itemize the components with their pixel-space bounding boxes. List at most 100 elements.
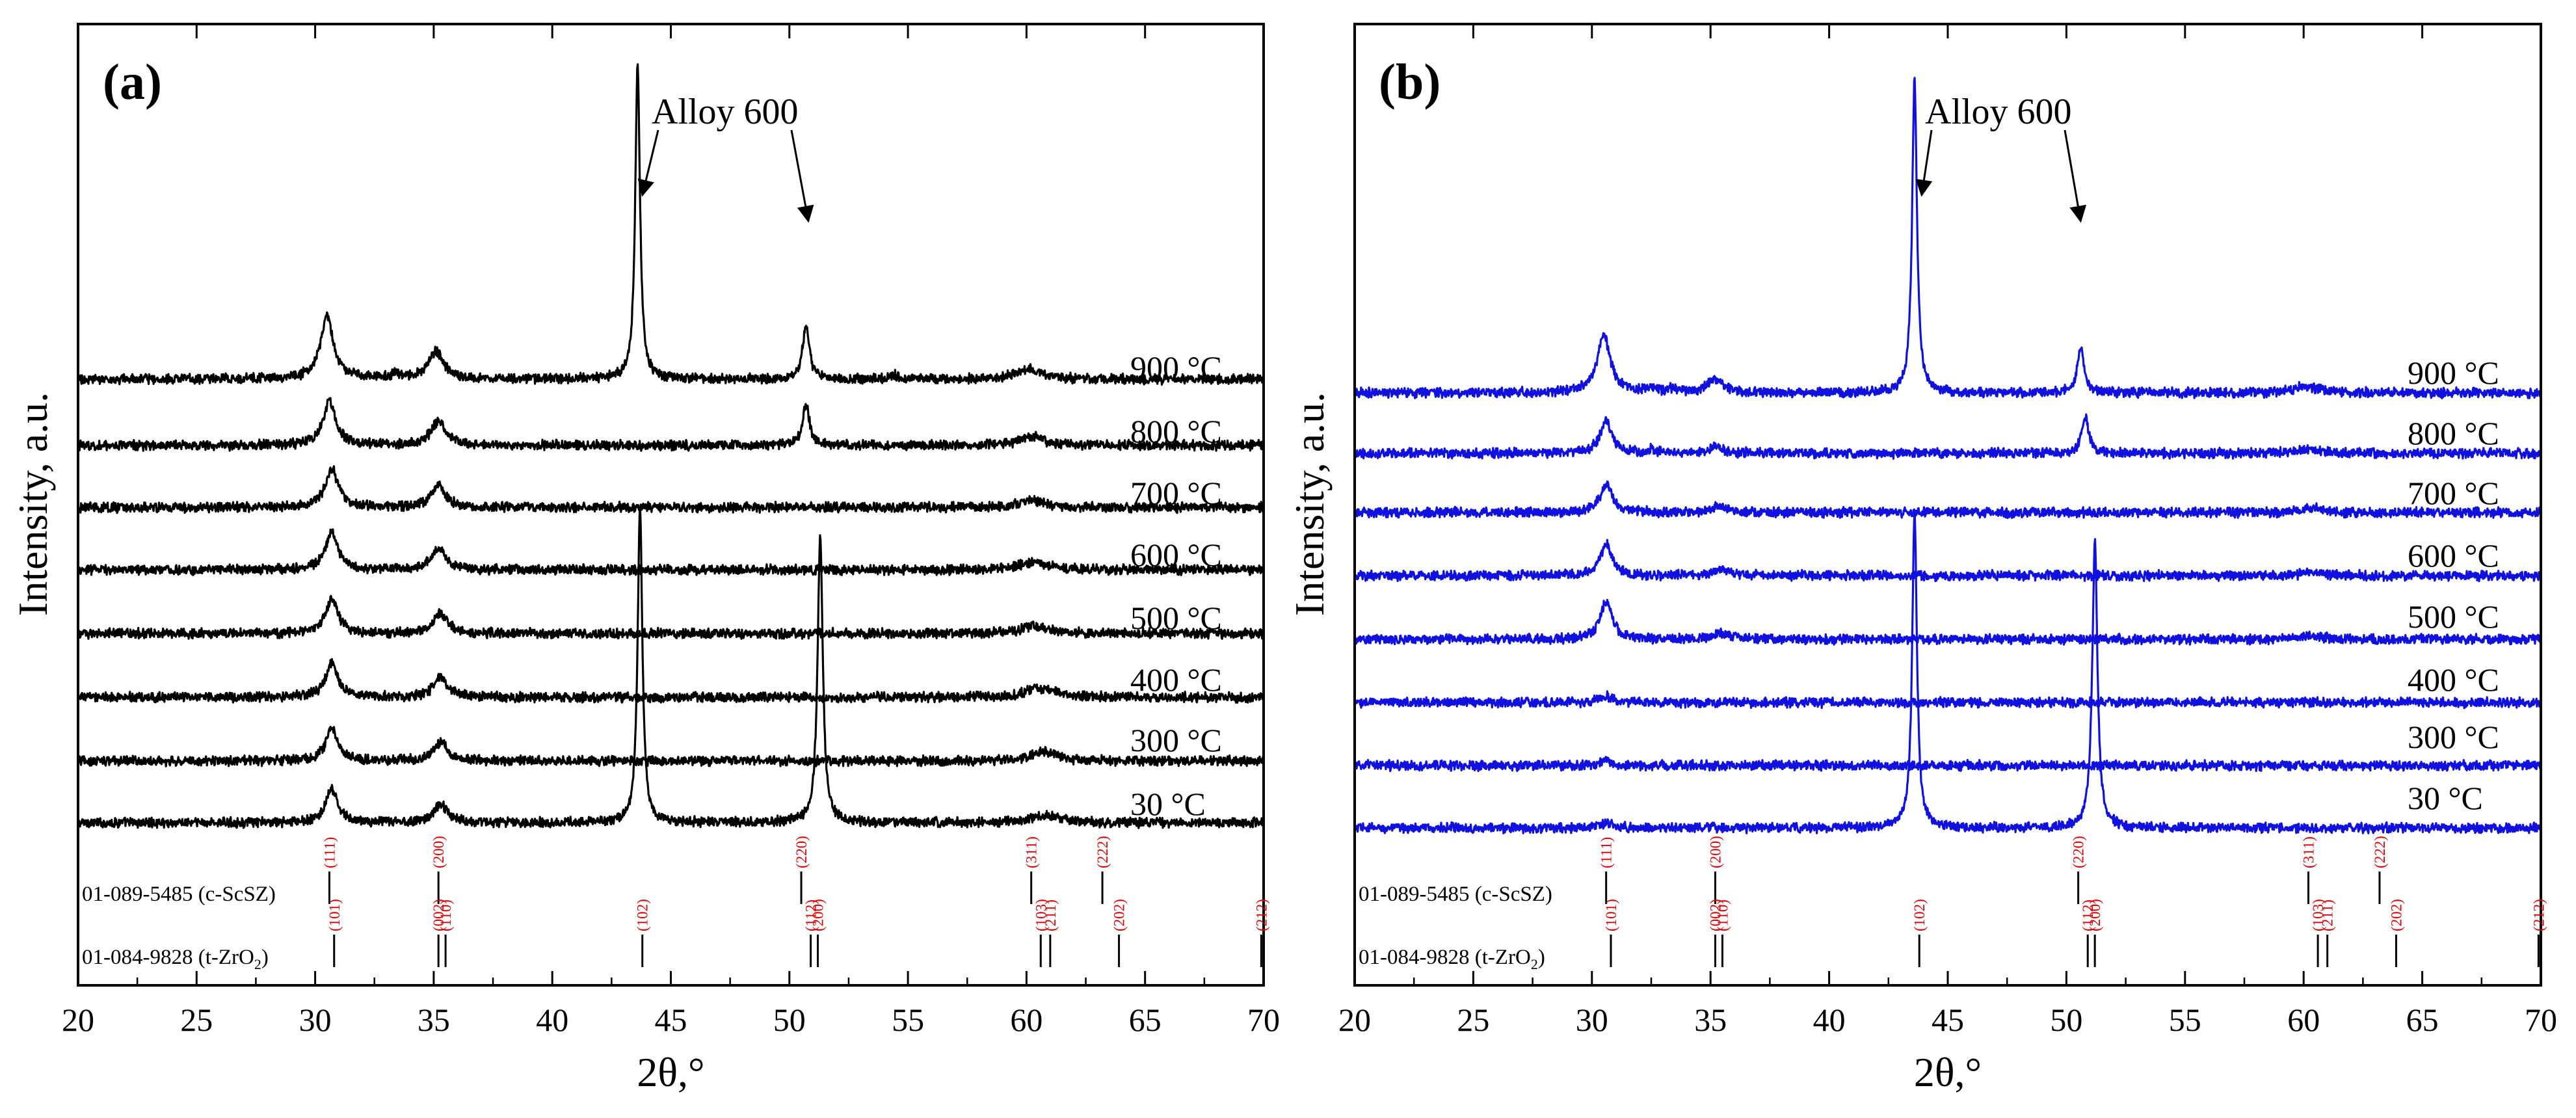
series-label: 700 °C (2408, 475, 2499, 511)
reference-name: 01-089-5485 (c-ScSZ) (82, 883, 276, 906)
series-line-400C (78, 658, 1264, 704)
x-tick-label: 20 (1338, 1002, 1371, 1038)
series-label: 30 °C (1130, 786, 1206, 822)
hkl-label: (202) (2388, 899, 2404, 931)
series-line-600C (1355, 539, 2541, 583)
hkl-label: (103) (2310, 899, 2326, 931)
series-line-800C (1355, 413, 2541, 460)
hkl-label: (002) (431, 899, 447, 931)
hkl-label: (211) (2320, 899, 2336, 931)
panel-b: 30 °C 300 °C 400 °C 500 °C 600 °C 700 °C 800 °… (1286, 23, 2557, 1095)
hkl-label: (211) (1042, 899, 1059, 931)
x-tick-label: 70 (2525, 1002, 2557, 1038)
hkl-label: (311) (1024, 836, 1040, 868)
series-label: 600 °C (1130, 537, 1222, 573)
hkl-label: (110) (1714, 899, 1731, 931)
x-tick-label: 70 (1247, 1002, 1280, 1038)
hkl-label: (212) (2530, 899, 2547, 931)
panel-tag: (a) (103, 53, 162, 110)
x-tick-label: 50 (773, 1002, 806, 1038)
reference-name: 01-084-9828 (t-ZrO2) (82, 946, 269, 972)
series-label: 800 °C (1130, 413, 1222, 449)
x-axis-title: 2θ,° (637, 1049, 704, 1095)
hkl-label: (200) (1707, 836, 1723, 868)
x-tick-label: 20 (62, 1002, 94, 1038)
hkl-label: (200) (431, 836, 447, 868)
series-line-500C (1355, 598, 2541, 646)
x-tick-label: 55 (2169, 1002, 2201, 1038)
x-tick-label: 65 (2406, 1002, 2439, 1038)
hkl-label: (102) (1911, 899, 1928, 931)
x-tick-label: 30 (299, 1002, 332, 1038)
x-tick-label: 45 (655, 1002, 687, 1038)
hkl-label: (212) (1253, 899, 1269, 931)
series-line-400C (1355, 690, 2541, 710)
x-tick-label: 60 (1010, 1002, 1042, 1038)
hkl-label: (111) (1599, 837, 1615, 868)
hkl-label: (202) (1111, 899, 1128, 931)
series-line-900C (1355, 77, 2541, 399)
series-line-900C (78, 63, 1264, 386)
series-line-700C (78, 465, 1264, 514)
x-tick-label: 40 (1813, 1002, 1846, 1038)
x-tick-label: 55 (892, 1002, 924, 1038)
ref-name-suffix: ) (1538, 946, 1545, 969)
x-tick-label: 50 (2050, 1002, 2082, 1038)
series-label: 900 °C (1130, 349, 1222, 386)
hkl-label: (220) (2071, 836, 2087, 868)
series-line-300C (1355, 756, 2541, 773)
traces (1355, 77, 2541, 834)
hkl-label: (200) (2087, 899, 2103, 931)
x-tick-label: 40 (536, 1002, 568, 1038)
ref-name-prefix: 01-084-9828 (t-ZrO (1359, 946, 1531, 969)
hkl-label: (222) (1095, 836, 1111, 868)
hkl-label: (101) (1603, 899, 1619, 931)
series-label: 300 °C (2408, 719, 2499, 755)
series-label: 30 °C (2408, 780, 2483, 816)
x-tick-label: 25 (1457, 1002, 1489, 1038)
x-tick-label: 30 (1576, 1002, 1608, 1038)
reference-name: 01-084-9828 (t-ZrO2) (1359, 946, 1545, 972)
plot-frame (1353, 23, 2542, 987)
hkl-label: (110) (438, 899, 454, 931)
series-label: 400 °C (2408, 661, 2499, 698)
alloy-arrow (637, 129, 659, 197)
alloy-arrow (790, 129, 814, 223)
alloy-annotation: Alloy 600 (652, 92, 799, 132)
alloy-annotation: Alloy 600 (1925, 92, 2072, 132)
panel-a: 30 °C 300 °C 400 °C 500 °C 600 °C 700 °C 800 °… (10, 23, 1280, 1095)
series-line-30C (1355, 509, 2541, 834)
series-label: 500 °C (1130, 600, 1222, 636)
series-line-30C (78, 509, 1264, 829)
series-line-700C (1355, 480, 2541, 520)
reference-name: 01-089-5485 (c-ScSZ) (1359, 883, 1552, 906)
series-label: 500 °C (2408, 598, 2499, 635)
y-axis-title: Intensity, a.u. (10, 392, 56, 616)
hkl-label: (101) (326, 899, 343, 931)
ref-name-prefix: 01-084-9828 (t-ZrO (82, 946, 254, 969)
x-tick-label: 35 (418, 1002, 450, 1038)
ref-name-sub: 2 (1531, 956, 1538, 972)
hkl-label: (311) (2300, 836, 2317, 868)
x-tick-label: 25 (180, 1002, 213, 1038)
x-tick-label: 35 (1694, 1002, 1727, 1038)
series-line-300C (78, 726, 1264, 767)
hkl-label: (220) (793, 836, 810, 868)
hkl-label: (112) (803, 899, 819, 931)
hkl-label: (103) (1033, 899, 1049, 931)
series-label: 600 °C (2408, 537, 2499, 574)
series-label: 800 °C (2408, 415, 2499, 451)
x-tick-label: 60 (2287, 1002, 2320, 1038)
x-axis-title: 2θ,° (1914, 1049, 1982, 1095)
hkl-label: (102) (635, 899, 651, 931)
ref-name-sub: 2 (254, 956, 261, 972)
hkl-label: (002) (1707, 899, 1723, 931)
series-line-600C (78, 528, 1264, 576)
traces (78, 63, 1264, 829)
alloy-arrow (1915, 129, 1933, 197)
x-tick-label: 45 (1932, 1002, 1964, 1038)
x-tick-label: 65 (1129, 1002, 1162, 1038)
panel-tag: (b) (1379, 53, 1441, 110)
series-label: 700 °C (1130, 475, 1222, 511)
